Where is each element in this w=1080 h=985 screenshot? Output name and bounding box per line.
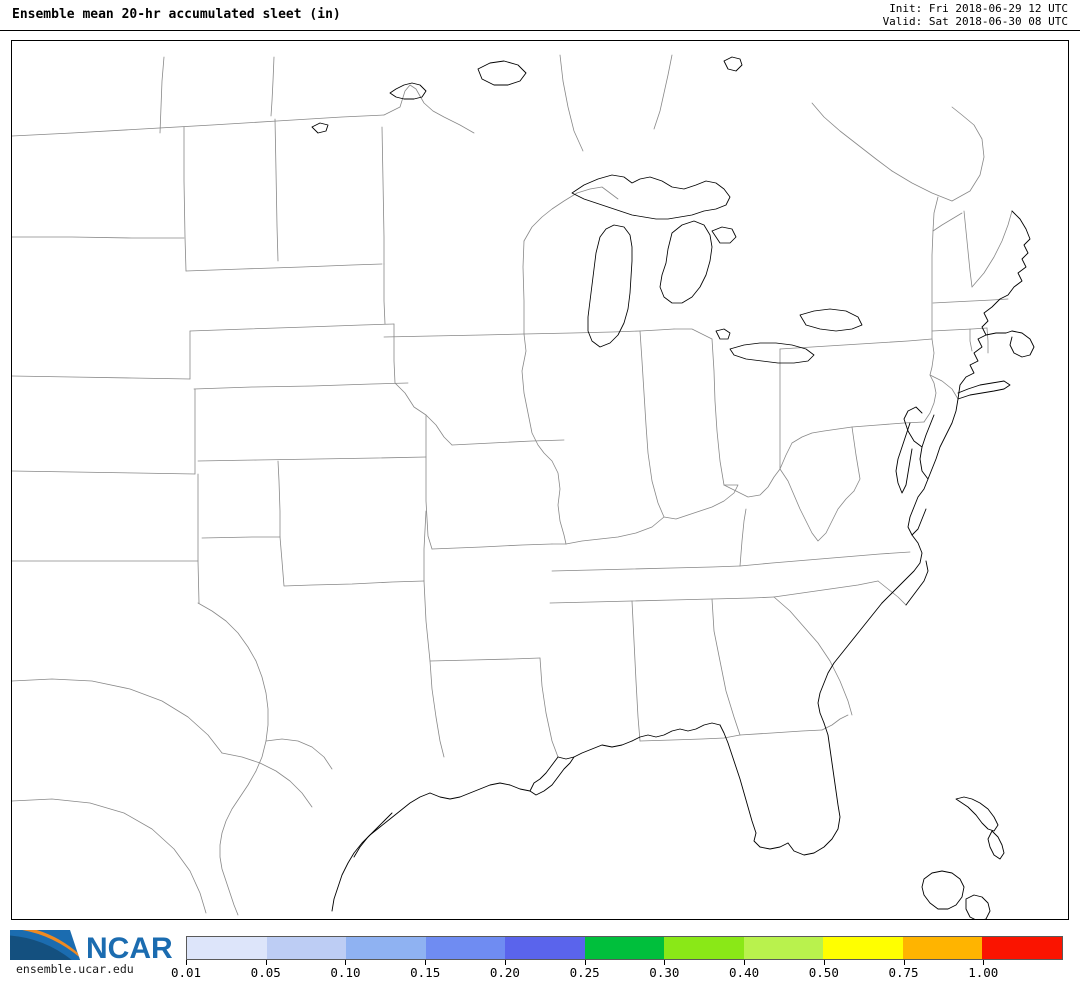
state-boundaries-west: [12, 118, 565, 758]
colorbar-tick-label: 0.75: [888, 965, 919, 980]
colorbar-tick: [425, 960, 427, 965]
colorbar-tick-label: 0.20: [489, 965, 520, 980]
ncar-logo-mark: NCAR: [10, 930, 173, 965]
colorbar-tick: [584, 960, 586, 965]
init-time-label: Init: Fri 2018-06-29 12 UTC: [889, 2, 1068, 15]
colorbar-tick: [744, 960, 746, 965]
logo-url-label: ensemble.ucar.edu: [16, 962, 134, 976]
ncar-logo[interactable]: NCAR: [8, 926, 180, 978]
colorbar-segment: [823, 937, 903, 959]
colorbar-tick-label: 1.00: [968, 965, 999, 980]
us-coastline: [331, 210, 1035, 912]
colorbar-segment: [982, 937, 1063, 959]
colorbar-tick: [345, 960, 347, 965]
colorbar-segment: [743, 937, 824, 959]
page-title: Ensemble mean 20-hr accumulated sleet (i…: [12, 7, 341, 22]
header-divider: [0, 30, 1080, 31]
colorbar-segment: [584, 937, 665, 959]
caribbean-coastline: [921, 796, 1005, 919]
timestamp-block: Init: Fri 2018-06-29 12 UTC Valid: Sat 2…: [882, 2, 1068, 28]
colorbar-tick: [664, 960, 666, 965]
ncar-wordmark: NCAR: [86, 932, 173, 965]
colorbar-tick-label: 0.30: [649, 965, 680, 980]
colorbar-tick: [186, 960, 187, 965]
colorbar-ticks: [186, 960, 1063, 966]
map-panel[interactable]: [11, 40, 1069, 920]
colorbar-tick-label: 0.05: [250, 965, 281, 980]
map-geography: [12, 54, 1035, 919]
colorbar-tick: [903, 960, 905, 965]
colorbar-segment: [425, 937, 506, 959]
colorbar-segment: [346, 937, 426, 959]
valid-time-label: Valid: Sat 2018-06-30 08 UTC: [882, 14, 1068, 28]
colorbar-tick: [504, 960, 506, 965]
colorbar-segment: [266, 937, 347, 959]
colorbar-tick: [823, 960, 825, 965]
colorbar-segment: [505, 937, 585, 959]
colorbar-tick-labels: 0.01 0.05 0.10 0.15 0.20 0.25 0.30 0.40 0.50 0.75…: [171, 965, 1063, 983]
header-bar: Ensemble mean 20-hr accumulated sleet (i…: [0, 0, 1080, 31]
colorbar-legend: 0.01 0.05 0.10 0.15 0.20 0.25 0.30 0.40 0.50 0.75…: [171, 936, 1063, 980]
colorbar-tick-label: 0.01: [170, 965, 202, 980]
colorbar-tick-label: 0.25: [569, 965, 600, 980]
colorbar-tick-label: 0.15: [410, 965, 441, 980]
colorbar-tick: [265, 960, 267, 965]
colorbar-tick-label: 0.10: [330, 965, 361, 980]
colorbar-segment: [664, 937, 744, 959]
colorbar-segment: [187, 937, 267, 959]
colorbar-segment: [902, 937, 983, 959]
colorbar-tick-label: 0.40: [729, 965, 760, 980]
admin-boundaries: [12, 54, 985, 202]
colorbar-tick-label: 0.50: [808, 965, 839, 980]
state-boundaries-east: [521, 186, 1013, 742]
mexico-boundaries: [12, 602, 333, 916]
great-lakes: [571, 174, 863, 364]
canada-coastline: [311, 56, 743, 134]
colorbar-tick: [983, 960, 985, 965]
colorbar: [186, 936, 1063, 960]
